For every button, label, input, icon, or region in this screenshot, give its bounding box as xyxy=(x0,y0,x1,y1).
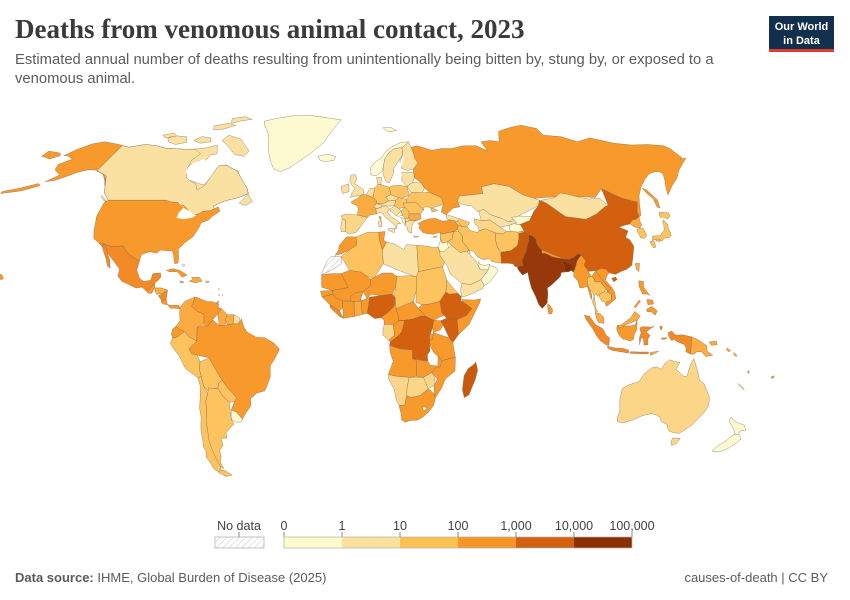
svg-text:100: 100 xyxy=(448,519,469,533)
svg-text:No data: No data xyxy=(217,519,261,533)
svg-text:10,000: 10,000 xyxy=(555,519,593,533)
svg-text:10: 10 xyxy=(393,519,407,533)
svg-text:1,000: 1,000 xyxy=(500,519,531,533)
svg-text:0: 0 xyxy=(281,519,288,533)
svg-text:100,000: 100,000 xyxy=(609,519,654,533)
svg-text:1: 1 xyxy=(339,519,346,533)
